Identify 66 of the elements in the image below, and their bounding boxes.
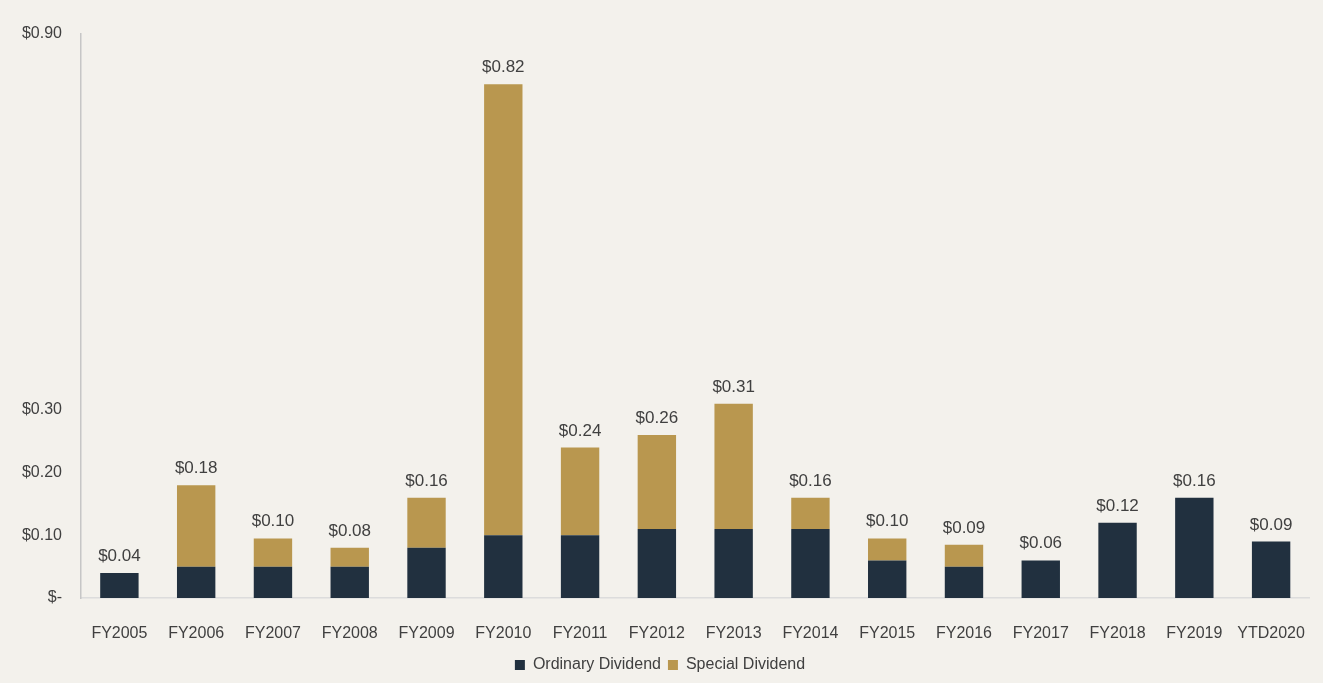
x-tick-label: FY2013 <box>705 624 762 642</box>
total-label: $0.16 <box>405 470 448 490</box>
bar <box>484 535 523 598</box>
x-tick-label: FY2018 <box>1089 624 1146 642</box>
y-tick-label: $0.90 <box>21 24 63 42</box>
total-label: $0.09 <box>1249 514 1293 534</box>
total-label: $0.16 <box>1173 470 1216 490</box>
legend-label: Ordinary Dividend <box>532 655 661 673</box>
bar <box>560 447 600 536</box>
total-label: $0.24 <box>558 420 602 440</box>
bar <box>484 84 523 536</box>
bar <box>407 497 446 548</box>
bar <box>100 572 139 598</box>
total-label: $0.12 <box>1096 495 1139 515</box>
x-tick-label: FY2008 <box>321 624 378 642</box>
x-tick-label: FY2005 <box>91 624 148 642</box>
total-label: $0.08 <box>328 520 372 540</box>
bar <box>714 529 753 598</box>
y-tick-label: $0.20 <box>21 463 63 481</box>
legend-label: Special Dividend <box>685 655 806 673</box>
x-tick-label: FY2012 <box>628 624 685 642</box>
y-tick-label: $- <box>47 588 62 606</box>
bar <box>1251 541 1291 598</box>
x-tick-label: FY2016 <box>935 624 993 642</box>
bar <box>560 535 600 598</box>
x-tick-label: FY2017 <box>1012 624 1069 642</box>
total-label: $0.10 <box>865 511 909 531</box>
bar <box>176 485 216 567</box>
x-tick-label: FY2009 <box>398 624 455 642</box>
bar <box>791 529 830 598</box>
bar <box>330 566 369 598</box>
x-tick-label: FY2014 <box>782 624 839 642</box>
x-tick-label: FY2019 <box>1166 624 1223 642</box>
bar <box>944 566 984 598</box>
total-label: $0.31 <box>712 376 755 396</box>
bar <box>1021 560 1060 598</box>
total-label: $0.26 <box>635 408 679 428</box>
bar <box>714 403 753 530</box>
x-tick-label: FY2011 <box>552 624 608 642</box>
y-tick-label: $0.30 <box>21 400 63 418</box>
bar <box>637 435 677 530</box>
bar <box>330 547 369 567</box>
total-label: $0.82 <box>482 57 525 77</box>
bar <box>868 560 907 598</box>
bar <box>637 529 677 598</box>
y-tick-label: $0.10 <box>21 525 63 543</box>
x-tick-label: FY2006 <box>168 624 225 642</box>
bar <box>253 538 293 567</box>
total-label: $0.10 <box>251 511 295 531</box>
bar <box>868 538 907 561</box>
bar <box>944 544 984 567</box>
bar <box>407 547 446 598</box>
x-tick-label: FY2015 <box>859 624 916 642</box>
total-label: $0.04 <box>98 545 141 565</box>
bar <box>1175 497 1214 598</box>
bar <box>1098 522 1137 598</box>
total-label: $0.06 <box>1019 533 1063 553</box>
x-tick-label: YTD2020 <box>1237 624 1306 642</box>
total-label: $0.09 <box>942 517 986 537</box>
total-label: $0.16 <box>789 470 832 490</box>
x-tick-label: FY2010 <box>475 624 532 642</box>
bar <box>253 566 293 598</box>
bar <box>791 497 830 530</box>
bar <box>176 566 216 598</box>
total-label: $0.18 <box>174 458 218 478</box>
x-tick-label: FY2007 <box>244 624 302 642</box>
